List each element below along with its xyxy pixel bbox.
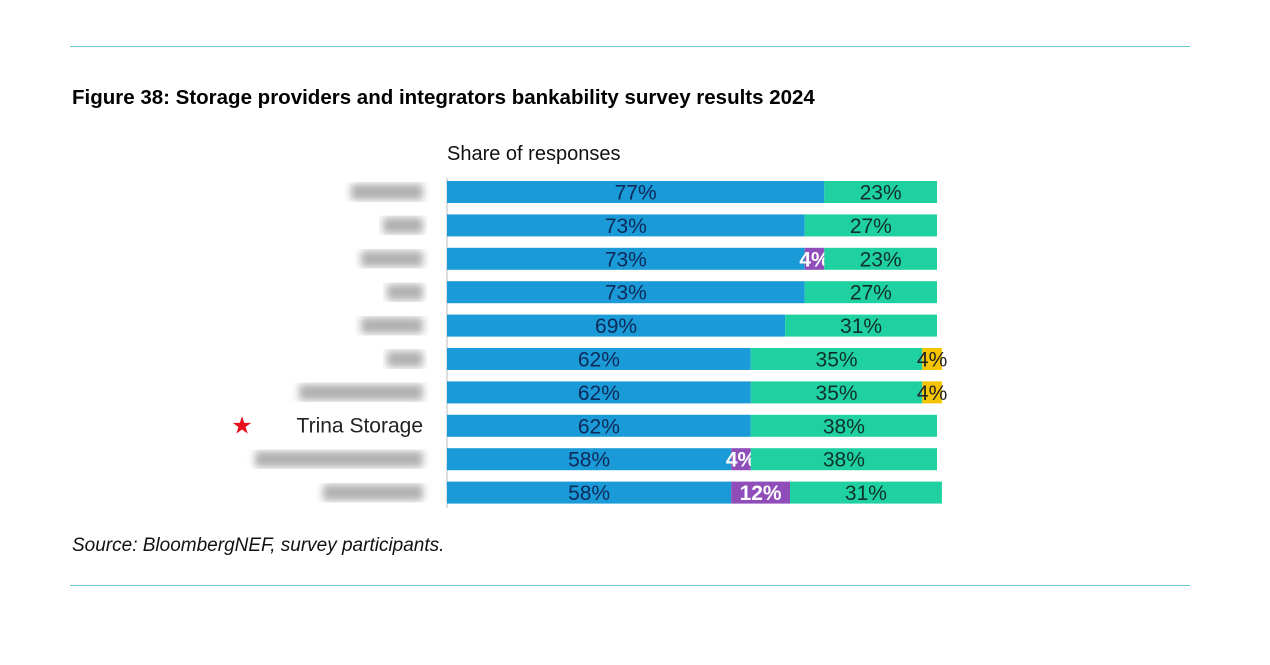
data-label: 58% [568,482,610,505]
data-label: 77% [615,182,657,205]
obscured-category-label [383,217,423,234]
bar-segment [804,247,825,270]
bar-segment [731,481,790,504]
bar-segment [447,281,805,304]
data-label: 35% [816,382,858,405]
bar-segment [447,414,751,437]
bar-segment [824,181,937,203]
data-label: 62% [578,349,620,372]
star-icon: ★ [231,412,253,439]
data-label: 69% [595,315,637,338]
bar-segment [922,348,942,370]
obscured-category-label [387,284,423,301]
bar-segment [447,314,786,337]
obscured-category-label [361,250,423,267]
obscured-category-label [361,317,423,334]
bar-segment [750,414,937,437]
data-label: 73% [605,215,647,238]
data-label: 38% [823,415,865,438]
bar-segment [790,481,942,504]
data-label: 38% [823,449,865,472]
obscured-category-label [255,451,423,468]
data-label: 73% [605,282,647,305]
data-label: 23% [860,182,902,205]
data-label: 62% [578,382,620,405]
obscured-category-label [387,351,423,367]
bar-segment [750,348,923,370]
data-label: 31% [845,482,887,505]
data-label: 27% [850,282,892,305]
category-label: Trina Storage [297,414,423,437]
bar-segment [750,381,923,404]
data-label: 62% [578,415,620,438]
obscured-category-label [323,484,423,501]
bar-segment [750,448,937,471]
data-label: 4% [917,382,947,405]
data-label: 58% [568,449,610,472]
source-note: Source: BloombergNEF, survey participant… [72,535,445,556]
data-label: 31% [840,315,882,338]
bar-segment [447,348,751,370]
bar-segment [447,247,805,270]
chart-subtitle: Share of responses [447,143,621,165]
bar-segment [447,181,825,203]
bar-segment [922,381,942,404]
bar-segment [447,481,732,504]
data-label: 4% [726,449,757,472]
data-label: 12% [740,482,782,505]
bar-segment [447,381,751,404]
figure-title: Figure 38: Storage providers and integra… [72,86,815,109]
bar-segment [447,448,732,471]
bar-segment [824,247,937,270]
data-label: 4% [917,349,947,372]
bar-segment [785,314,937,337]
data-label: 4% [799,248,830,271]
bar-segment [804,214,937,237]
data-label: 23% [860,248,902,271]
top-rule [70,46,1190,47]
bar-segment [731,448,751,471]
obscured-category-label [299,384,423,401]
data-label: 27% [850,215,892,238]
data-label: 35% [816,349,858,372]
bottom-rule [70,585,1190,586]
bar-segment [447,214,805,237]
obscured-category-label [351,184,423,200]
bar-segment [804,281,937,304]
data-label: 73% [605,248,647,271]
